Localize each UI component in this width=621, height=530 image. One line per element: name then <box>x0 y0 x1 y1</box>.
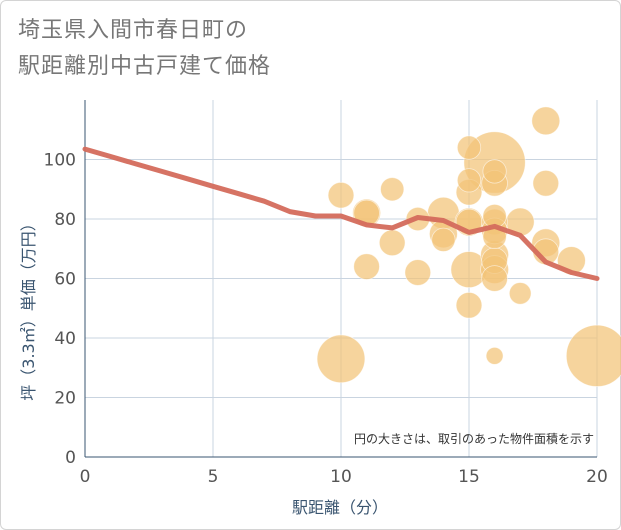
y-tick-label: 20 <box>54 389 76 409</box>
y-tick-label: 100 <box>44 151 76 171</box>
y-tick-label: 40 <box>54 329 76 349</box>
x-tick-label: 15 <box>458 467 480 487</box>
bubble-point <box>404 259 432 286</box>
bubble-point <box>532 170 560 197</box>
axes <box>84 100 597 458</box>
x-tick-label: 5 <box>208 467 219 487</box>
y-tick-label: 0 <box>65 448 76 468</box>
bubble-size-note: 円の大きさは、取引のあった物件面積を示す <box>354 431 594 446</box>
bubble-point <box>378 229 406 257</box>
bubble-point <box>485 346 504 365</box>
bubble-point <box>353 253 380 280</box>
y-tick-label: 80 <box>54 210 76 230</box>
x-tick-label: 20 <box>586 467 608 487</box>
x-axis-label: 駅距離（分） <box>292 498 388 517</box>
bubble-point <box>508 282 532 305</box>
bubble-point <box>482 159 507 184</box>
bubble-point <box>455 291 483 319</box>
bubble-point <box>531 106 561 136</box>
trend-line <box>82 146 600 281</box>
trend-series <box>82 146 600 281</box>
bubble-point <box>565 324 621 387</box>
y-axis-label: 坪（3.3㎡）単価（万円） <box>19 215 38 400</box>
chart-title: 埼玉県入間市春日町の 駅距離別中古戸建て価格 <box>18 13 271 85</box>
tick-labels: 0 5 10 15 20 0 20 40 60 80 100 <box>44 151 608 488</box>
y-tick-label: 60 <box>54 270 76 290</box>
chart-title-line-2: 駅距離別中古戸建て価格 <box>18 54 272 79</box>
bubble-point <box>380 177 405 202</box>
bubble-point <box>327 181 355 209</box>
bubble-point <box>316 334 366 384</box>
bubble-point <box>456 168 482 193</box>
bubble-point <box>481 265 508 292</box>
x-tick-label: 0 <box>80 467 91 487</box>
chart-title-line-1: 埼玉県入間市春日町の <box>18 18 249 43</box>
bubble-series <box>316 106 621 387</box>
bubble-point <box>431 227 456 252</box>
x-tick-label: 10 <box>330 467 352 487</box>
bubble-point <box>456 135 482 160</box>
